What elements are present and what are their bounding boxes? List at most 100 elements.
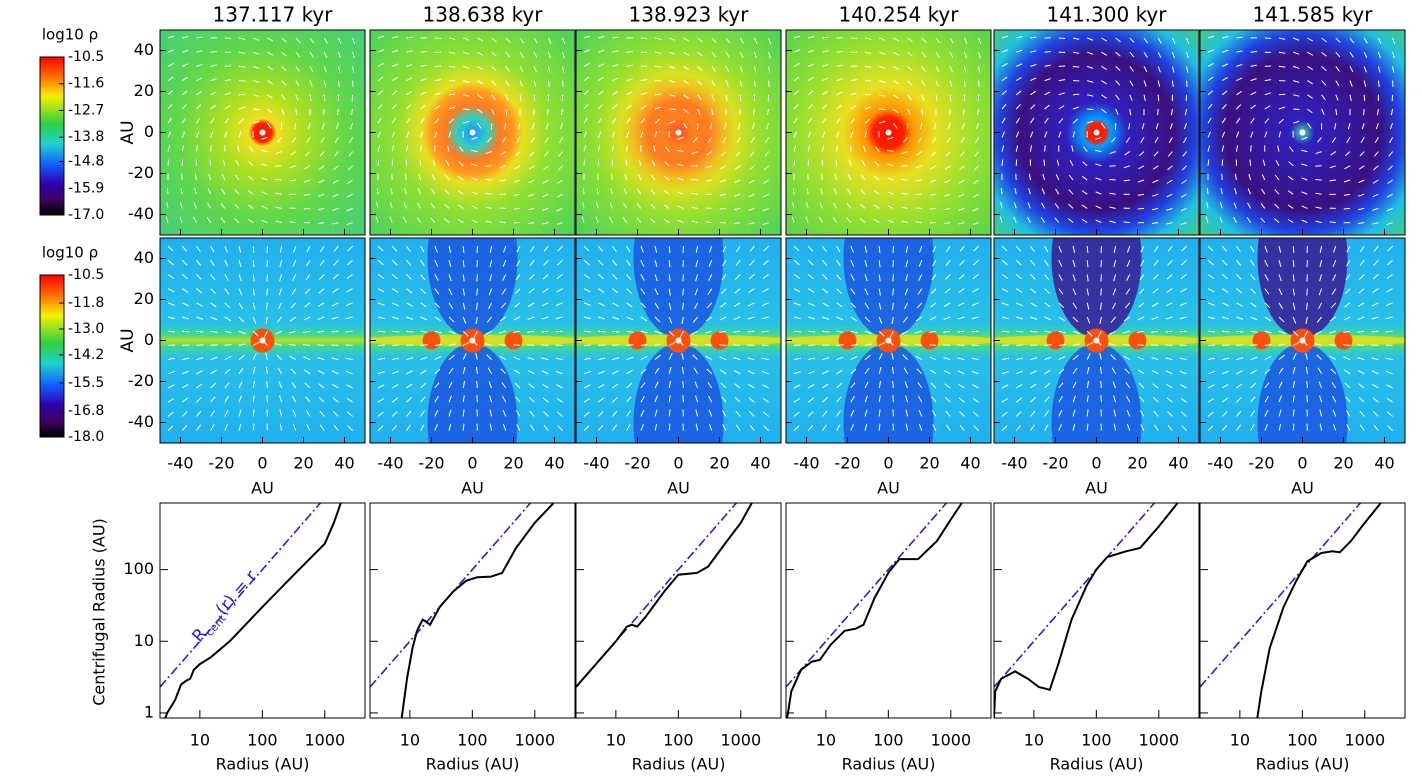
x-tick-label: 40 (960, 454, 980, 473)
clump (921, 332, 939, 350)
velocity-arrow (527, 345, 534, 346)
clump (1335, 332, 1353, 350)
velocity-arrow (740, 95, 741, 101)
panel-frame (576, 503, 781, 718)
x-tick-label: 10 (190, 731, 210, 750)
sink (470, 338, 476, 344)
x-tick-label: -20 (1248, 454, 1274, 473)
x-axis-label: AU (667, 479, 690, 498)
velocity-arrow (1307, 274, 1308, 281)
velocity-arrow (1344, 208, 1350, 209)
velocity-arrow (893, 274, 894, 281)
velocity-arrow (211, 145, 212, 151)
velocity-arrow (1330, 222, 1336, 223)
velocity-arrow (267, 274, 268, 281)
velocity-arrow (655, 94, 661, 95)
sink (676, 130, 682, 136)
reference-line (786, 503, 946, 687)
y-tick-label: 40 (134, 40, 154, 59)
velocity-arrow (1158, 109, 1159, 115)
velocity-arrow (267, 395, 268, 402)
velocity-arrow (534, 109, 535, 115)
velocity-arrow (740, 109, 741, 115)
panel-frame (1200, 503, 1405, 718)
colorbar-tick-label: -11.6 (68, 76, 104, 92)
panel-frame (160, 503, 365, 718)
velocity-arrow (822, 345, 829, 346)
x-axis-label: AU (1291, 479, 1314, 498)
x-tick-label: 0 (257, 454, 267, 473)
velocity-arrow (1138, 208, 1144, 209)
colorbar-tick-label: -13.8 (68, 129, 104, 145)
velocity-arrow (720, 208, 726, 209)
x-axis-label: Radius (AU) (216, 755, 310, 774)
density-map (786, 30, 991, 235)
velocity-arrow (1030, 345, 1037, 346)
colorbar-tick-label: -14.8 (68, 154, 104, 170)
velocity-arrow (794, 331, 801, 332)
x-tick-label: 20 (919, 454, 939, 473)
velocity-arrow (1251, 345, 1258, 346)
panel-title: 137.117 kyr (213, 3, 334, 27)
x-tick-label: -40 (167, 454, 193, 473)
colorbar-label: log10 ρ (42, 26, 98, 44)
velocity-arrow (485, 179, 491, 180)
velocity-arrow (324, 109, 325, 115)
x-axis-label: Radius (AU) (1256, 755, 1350, 774)
velocity-arrow (1207, 188, 1208, 194)
x-tick-label: -40 (1207, 454, 1233, 473)
velocity-arrow (1315, 179, 1321, 180)
velocity-arrow (733, 345, 740, 346)
x-axis-label: AU (251, 479, 274, 498)
density-map (370, 30, 575, 235)
velocity-arrow (1073, 94, 1079, 95)
x-tick-label: -40 (793, 454, 819, 473)
velocity-arrow (1151, 345, 1158, 346)
velocity-arrow (421, 345, 428, 346)
velocity-arrow (837, 345, 844, 346)
annotation-part: (r) = r (212, 567, 261, 620)
x-tick-label: 0 (883, 454, 893, 473)
density-map (576, 30, 781, 235)
velocity-arrow (500, 222, 506, 223)
velocity-arrow (1101, 274, 1102, 281)
x-tick-label: 40 (750, 454, 770, 473)
velocity-arrow (669, 246, 670, 253)
sink (1300, 130, 1306, 136)
panel-title: 140.254 kyr (839, 3, 960, 27)
velocity-arrow (477, 274, 478, 281)
velocity-arrow (1364, 109, 1365, 115)
x-tick-label: 100 (873, 731, 904, 750)
centrifugal-radius-curve (1257, 503, 1381, 718)
velocity-arrow (1001, 188, 1002, 194)
velocity-arrow (378, 331, 385, 332)
velocity-arrow (1251, 52, 1257, 53)
velocity-arrow (210, 160, 211, 166)
velocity-arrow (851, 38, 857, 39)
velocity-arrow (930, 208, 936, 209)
velocity-arrow (317, 345, 324, 346)
reference-line (994, 503, 1154, 687)
velocity-arrow (1109, 179, 1115, 180)
velocity-arrow (627, 145, 628, 151)
velocity-arrow (253, 109, 259, 110)
velocity-arrow (1044, 160, 1045, 166)
velocity-arrow (514, 208, 520, 209)
velocity-arrow (477, 395, 478, 402)
x-tick-label: 1000 (304, 731, 345, 750)
velocity-arrow (706, 222, 712, 223)
velocity-arrow (1208, 331, 1215, 332)
velocity-arrow (1307, 395, 1308, 402)
x-axis-label: Radius (AU) (1050, 755, 1144, 774)
plot-area (994, 503, 1178, 718)
x-tick-label: -20 (208, 454, 234, 473)
velocity-arrow (211, 345, 218, 346)
x-tick-label: 1000 (930, 731, 971, 750)
velocity-arrow (626, 160, 627, 166)
x-tick-label: 0 (1091, 454, 1101, 473)
x-tick-label: -20 (1042, 454, 1068, 473)
velocity-arrow (1251, 145, 1252, 151)
velocity-arrow (1265, 38, 1271, 39)
velocity-arrow (793, 188, 794, 194)
x-tick-label: 20 (1127, 454, 1147, 473)
